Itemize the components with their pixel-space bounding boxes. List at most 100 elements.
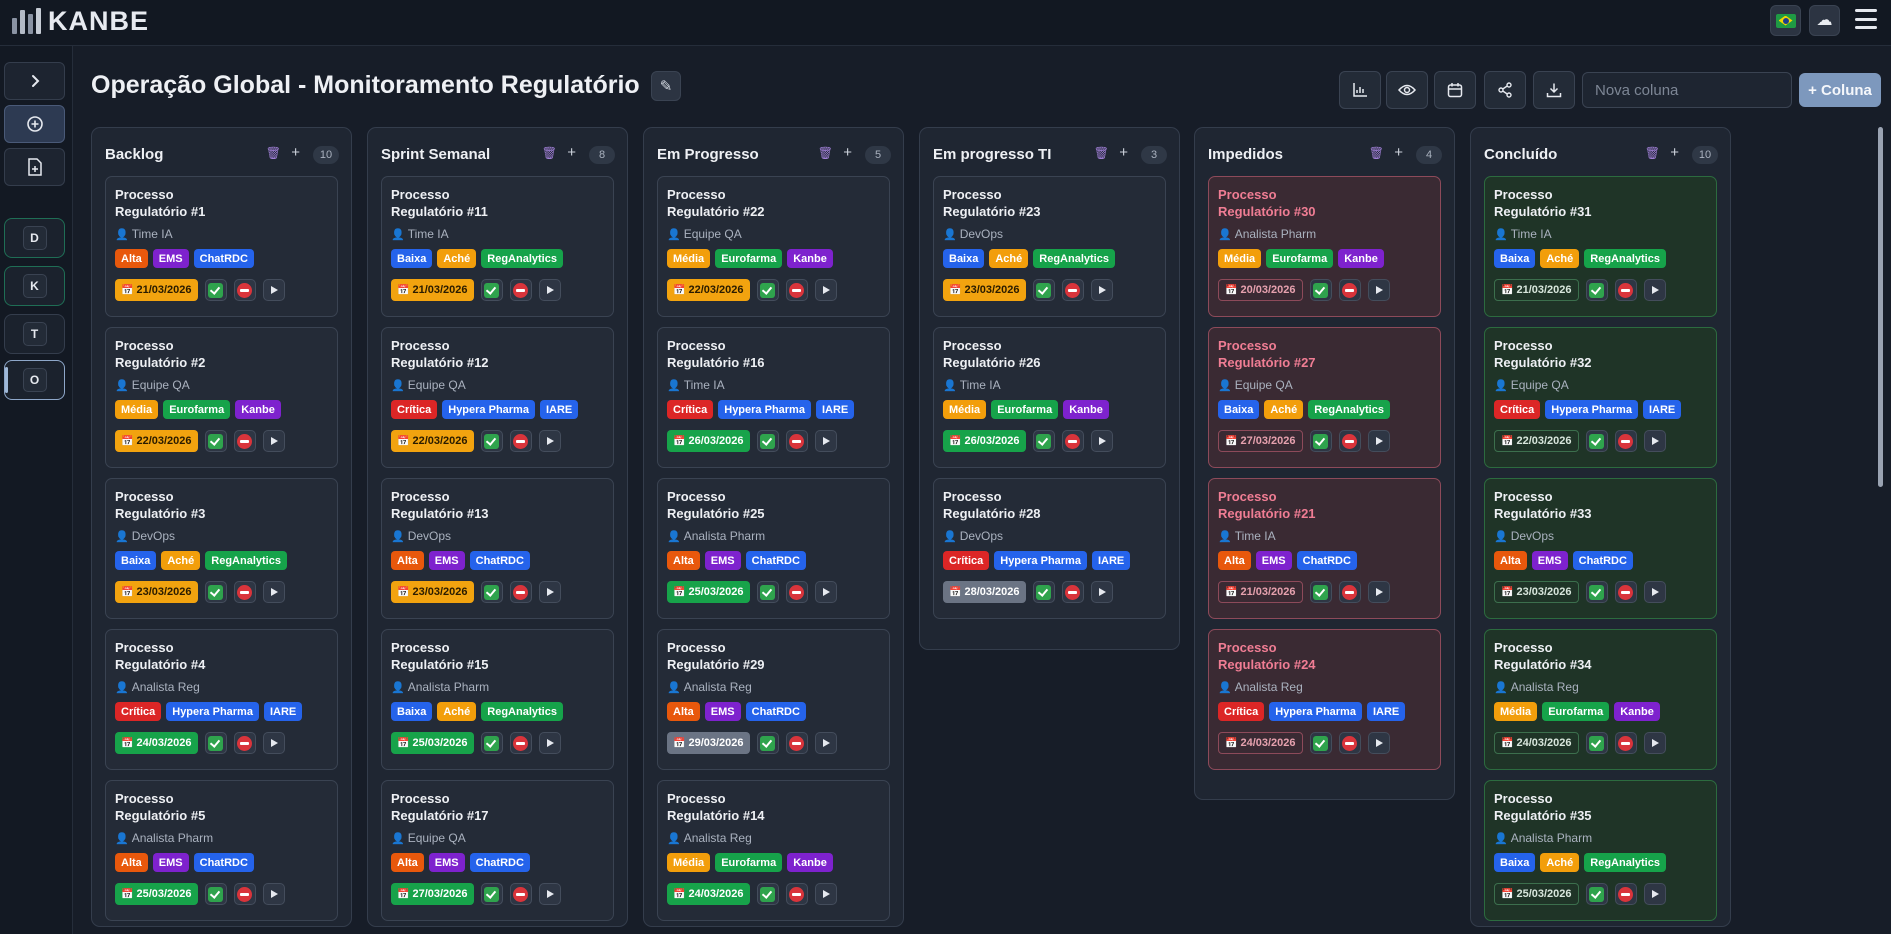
- due-date-badge[interactable]: 📅 22/03/2026: [1494, 430, 1579, 452]
- language-button[interactable]: [1770, 5, 1801, 36]
- complete-button[interactable]: [1585, 581, 1608, 603]
- trash-icon[interactable]: 🗑: [1644, 146, 1660, 160]
- start-button[interactable]: [538, 430, 561, 452]
- block-button[interactable]: [233, 430, 256, 452]
- block-button[interactable]: [785, 883, 808, 905]
- card[interactable]: Processo Regulatório #13 👤 DevOps Alta EMS Ch…: [381, 478, 614, 619]
- block-button[interactable]: [233, 883, 256, 905]
- complete-button[interactable]: [1309, 430, 1332, 452]
- add-column-button[interactable]: + Coluna: [1799, 73, 1881, 107]
- complete-button[interactable]: [204, 430, 227, 452]
- block-button[interactable]: [509, 279, 532, 301]
- complete-button[interactable]: [480, 430, 503, 452]
- card[interactable]: Processo Regulatório #32 👤 Equipe QA Crític…: [1484, 327, 1717, 468]
- due-date-badge[interactable]: 📅 21/03/2026: [1494, 279, 1579, 301]
- add-card-icon[interactable]: +: [1670, 144, 1679, 161]
- start-button[interactable]: [1090, 279, 1113, 301]
- block-button[interactable]: [785, 430, 808, 452]
- workspace-d[interactable]: D: [4, 218, 65, 258]
- add-card-icon[interactable]: +: [843, 144, 852, 161]
- add-card-icon[interactable]: +: [1394, 144, 1403, 161]
- block-button[interactable]: [785, 581, 808, 603]
- complete-button[interactable]: [756, 581, 779, 603]
- import-file-button[interactable]: [4, 148, 65, 186]
- card[interactable]: Processo Regulatório #35 👤 Analista Pharm B…: [1484, 780, 1717, 921]
- start-button[interactable]: [1367, 430, 1390, 452]
- complete-button[interactable]: [756, 883, 779, 905]
- card[interactable]: Processo Regulatório #26 👤 Time IA Média Eur…: [933, 327, 1166, 468]
- card[interactable]: Processo Regulatório #28 👤 DevOps Crítica Hy…: [933, 478, 1166, 619]
- card[interactable]: Processo Regulatório #29 👤 Analista Reg Alt…: [657, 629, 890, 770]
- complete-button[interactable]: [204, 581, 227, 603]
- complete-button[interactable]: [204, 279, 227, 301]
- start-button[interactable]: [1643, 430, 1666, 452]
- block-button[interactable]: [1061, 279, 1084, 301]
- block-button[interactable]: [785, 732, 808, 754]
- due-date-badge[interactable]: 📅 25/03/2026: [115, 883, 198, 905]
- complete-button[interactable]: [1585, 279, 1608, 301]
- start-button[interactable]: [1367, 581, 1390, 603]
- column-0[interactable]: Backlog 🗑 +10 Processo Regulatório #1 👤 Time …: [91, 127, 352, 927]
- column-title[interactable]: Em progresso TI: [933, 146, 1052, 163]
- complete-button[interactable]: [1032, 430, 1055, 452]
- column-title[interactable]: Em Progresso: [657, 146, 759, 163]
- due-date-badge[interactable]: 📅 29/03/2026: [667, 732, 750, 754]
- card[interactable]: Processo Regulatório #2 👤 Equipe QA Média Eu…: [105, 327, 338, 468]
- block-button[interactable]: [1061, 581, 1084, 603]
- add-card-icon[interactable]: +: [1119, 144, 1128, 161]
- due-date-badge[interactable]: 📅 24/03/2026: [667, 883, 750, 905]
- card[interactable]: Processo Regulatório #3 👤 DevOps Baixa Aché R…: [105, 478, 338, 619]
- due-date-badge[interactable]: 📅 23/03/2026: [391, 581, 474, 603]
- complete-button[interactable]: [1585, 430, 1608, 452]
- column-3[interactable]: Em progresso TI 🗑 +3 Processo Regulatório #…: [919, 127, 1180, 650]
- due-date-badge[interactable]: 📅 25/03/2026: [1494, 883, 1579, 905]
- column-title[interactable]: Backlog: [105, 146, 164, 163]
- complete-button[interactable]: [1309, 581, 1332, 603]
- start-button[interactable]: [262, 883, 285, 905]
- block-button[interactable]: [233, 732, 256, 754]
- cloud-sync-button[interactable]: ☁: [1809, 5, 1840, 36]
- due-date-badge[interactable]: 📅 22/03/2026: [391, 430, 474, 452]
- card[interactable]: Processo Regulatório #4 👤 Analista Reg Crít…: [105, 629, 338, 770]
- trash-icon[interactable]: 🗑: [1368, 146, 1384, 160]
- card[interactable]: Processo Regulatório #12 👤 Equipe QA Crític…: [381, 327, 614, 468]
- expand-sidebar-button[interactable]: [4, 62, 65, 100]
- block-button[interactable]: [509, 430, 532, 452]
- trash-icon[interactable]: 🗑: [541, 146, 557, 160]
- share-button[interactable]: [1484, 71, 1526, 109]
- complete-button[interactable]: [480, 581, 503, 603]
- complete-button[interactable]: [1585, 883, 1608, 905]
- start-button[interactable]: [262, 430, 285, 452]
- due-date-badge[interactable]: 📅 22/03/2026: [115, 430, 198, 452]
- due-date-badge[interactable]: 📅 25/03/2026: [391, 732, 474, 754]
- due-date-badge[interactable]: 📅 26/03/2026: [667, 430, 750, 452]
- block-button[interactable]: [785, 279, 808, 301]
- column-2[interactable]: Em Progresso 🗑 +5 Processo Regulatório #22 👤…: [643, 127, 904, 927]
- block-button[interactable]: [1061, 430, 1084, 452]
- due-date-badge[interactable]: 📅 27/03/2026: [391, 883, 474, 905]
- workspace-t[interactable]: T: [4, 314, 65, 354]
- start-button[interactable]: [538, 279, 561, 301]
- due-date-badge[interactable]: 📅 23/03/2026: [943, 279, 1026, 301]
- new-column-input[interactable]: [1582, 72, 1792, 108]
- start-button[interactable]: [1367, 279, 1390, 301]
- workspace-o[interactable]: O: [4, 360, 65, 400]
- column-4[interactable]: Impedidos 🗑 +4 Processo Regulatório #30 👤 Ana…: [1194, 127, 1455, 800]
- complete-button[interactable]: [756, 732, 779, 754]
- card[interactable]: Processo Regulatório #21 👤 Time IA Alta EMS C…: [1208, 478, 1441, 619]
- due-date-badge[interactable]: 📅 27/03/2026: [1218, 430, 1303, 452]
- start-button[interactable]: [1643, 279, 1666, 301]
- start-button[interactable]: [814, 883, 837, 905]
- start-button[interactable]: [814, 732, 837, 754]
- column-title[interactable]: Concluído: [1484, 146, 1558, 163]
- block-button[interactable]: [1614, 279, 1637, 301]
- complete-button[interactable]: [1032, 279, 1055, 301]
- start-button[interactable]: [814, 279, 837, 301]
- complete-button[interactable]: [1032, 581, 1055, 603]
- due-date-badge[interactable]: 📅 22/03/2026: [667, 279, 750, 301]
- start-button[interactable]: [262, 279, 285, 301]
- card[interactable]: Processo Regulatório #25 👤 Analista Pharm A…: [657, 478, 890, 619]
- add-card-icon[interactable]: +: [567, 144, 576, 161]
- logo[interactable]: KANBE: [12, 5, 149, 37]
- complete-button[interactable]: [1309, 279, 1332, 301]
